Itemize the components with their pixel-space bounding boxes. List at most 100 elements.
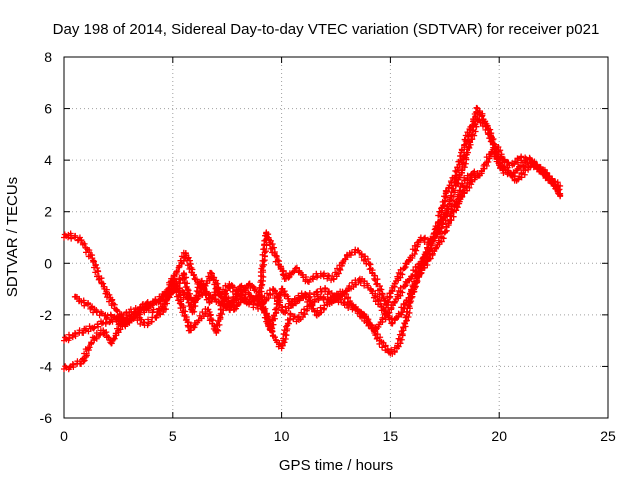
data-point-interp (363, 280, 370, 287)
series-points (61, 146, 564, 373)
data-point-interp (177, 276, 184, 283)
data-point-interp (391, 280, 398, 287)
data-point-interp (192, 321, 199, 328)
data-point-interp (511, 160, 518, 167)
data-point-interp (296, 267, 303, 274)
data-point (208, 270, 215, 277)
data-point-interp (432, 223, 439, 230)
data-point-interp (222, 296, 229, 303)
data-point-interp (199, 309, 206, 316)
data-point-interp (208, 269, 215, 276)
data-point-interp (143, 300, 150, 307)
data-point-interp (186, 290, 193, 297)
data-point-interp (453, 207, 460, 214)
data-point-interp (387, 290, 394, 297)
data-point-interp (419, 255, 426, 262)
data-point-interp (341, 290, 348, 297)
data-point-interp (399, 289, 406, 296)
y-tick-label: -4 (40, 358, 53, 374)
data-point-interp (438, 205, 445, 212)
data-point-interp (184, 289, 191, 296)
data-point-interp (269, 316, 276, 323)
data-point-interp (455, 176, 462, 183)
data-point-interp (127, 306, 134, 313)
data-point-interp (492, 143, 499, 150)
data-point-interp (401, 264, 408, 271)
data-point-interp (136, 311, 143, 318)
data-point-interp (230, 301, 236, 308)
data-point-interp (245, 289, 252, 296)
data-point-interp (283, 327, 290, 334)
data-point-interp (471, 132, 478, 139)
data-point-interp (91, 324, 98, 331)
data-point-interp (334, 296, 341, 303)
data-point-interp (260, 258, 267, 265)
data-point-interp (85, 300, 92, 307)
data-point (557, 193, 564, 200)
data-point-interp (358, 251, 365, 258)
data-point-interp (418, 258, 425, 265)
data-point-interp (357, 280, 364, 287)
data-point-interp (310, 305, 317, 312)
data-point-interp (161, 301, 168, 308)
chart-title: Day 198 of 2014, Sidereal Day-to-day VTE… (53, 21, 600, 38)
x-tick-labels: 0 5 10 15 20 25 (60, 428, 616, 444)
data-point-interp (100, 283, 107, 290)
data-point-interp (278, 342, 285, 349)
data-point-interp (139, 301, 146, 308)
data-point-interp (320, 293, 327, 300)
data-point-interp (270, 244, 277, 251)
data-point-interp (330, 276, 337, 283)
data-point-interp (405, 313, 412, 320)
data-point-interp (220, 307, 227, 314)
data-point-interp (175, 264, 182, 271)
data-point-interp (208, 316, 215, 323)
data-point-interp (108, 340, 115, 347)
data-point-interp (223, 287, 230, 294)
data-point-interp (416, 271, 423, 278)
data-point-interp (389, 302, 396, 309)
data-point-interp (263, 312, 270, 319)
data-point-interp (132, 312, 139, 319)
data-point-interp (252, 286, 259, 293)
data-point-interp (182, 284, 189, 291)
data-point-interp (190, 272, 197, 279)
data-point-interp (190, 304, 197, 311)
data-point-interp (265, 295, 272, 302)
data-point-interp (466, 184, 473, 191)
data-point-interp (382, 309, 389, 316)
data-point-interp (377, 300, 384, 307)
data-point-interp (445, 218, 452, 225)
data-point-interp (90, 257, 97, 264)
data-point-interp (177, 296, 184, 303)
data-point-interp (62, 363, 69, 370)
data-point-interp (206, 299, 213, 306)
data-point-interp (198, 280, 205, 287)
data-point-interp (263, 230, 270, 237)
data-point-interp (330, 297, 337, 304)
data-point-interp (306, 289, 313, 296)
data-point-interp (76, 295, 83, 302)
data-point-interp (514, 156, 521, 163)
data-point-interp (440, 235, 447, 242)
data-point-interp (252, 295, 259, 302)
data-point-interp (431, 234, 438, 241)
data-point-interp (497, 147, 504, 154)
data-point-interp (266, 239, 273, 246)
data-point-interp (465, 143, 472, 150)
data-point-interp (454, 204, 461, 211)
data-point-interp (167, 291, 174, 298)
data-point (174, 268, 181, 275)
data-point-interp (72, 232, 79, 239)
data-point-interp (295, 292, 302, 299)
data-point-interp (113, 307, 120, 314)
grid-lines (64, 57, 608, 418)
x-axis-label: GPS time / hours (279, 457, 393, 474)
data-point-interp (83, 350, 90, 357)
data-point-interp (473, 104, 480, 111)
data-point-interp (385, 298, 392, 305)
data-point-interp (116, 311, 123, 318)
data-point-interp (403, 261, 410, 268)
y-tick-label: 2 (44, 204, 52, 220)
data-point-interp (345, 305, 352, 312)
